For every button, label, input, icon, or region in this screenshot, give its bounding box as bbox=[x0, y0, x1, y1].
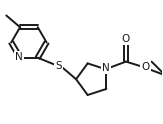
Text: N: N bbox=[15, 52, 23, 62]
Text: O: O bbox=[141, 62, 150, 72]
Text: O: O bbox=[122, 34, 130, 44]
Text: S: S bbox=[55, 61, 62, 71]
Text: N: N bbox=[103, 63, 110, 73]
